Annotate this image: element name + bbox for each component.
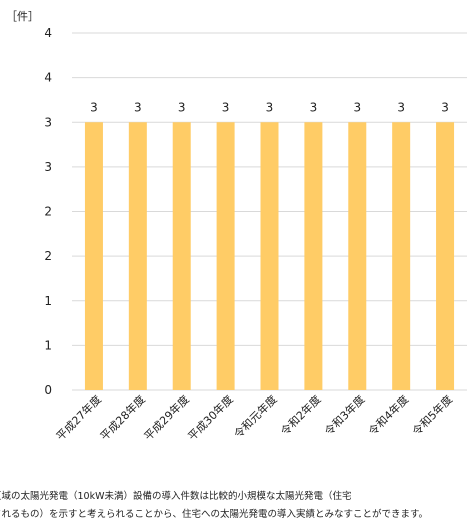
x-tick-label-2: 平成29年度: [141, 392, 192, 443]
data-labels: 3 3 3 3 3 3 3 3 3: [90, 100, 449, 114]
footnote-line-2: されるもの）を示すと考えられることから、住宅への太陽光発電の導入実績とみなすこと…: [0, 509, 429, 520]
bars: [84, 122, 455, 390]
data-label-3: 3: [222, 100, 230, 114]
footnote-line-1: 区域の太陽光発電（10kW未満）設備の導入件数は比較的小規模な太陽光発電（住宅: [0, 491, 352, 502]
bar-8: [436, 122, 455, 390]
bar-6: [348, 122, 367, 390]
bar-0: [84, 122, 103, 390]
y-tick-label-1: 1: [44, 338, 52, 352]
x-tick-label-7: 令和4年度: [365, 392, 411, 438]
data-label-4: 3: [266, 100, 274, 114]
bar-7: [392, 122, 411, 390]
y-tick-label-7: 4: [44, 71, 52, 85]
y-tick-label-4: 2: [44, 205, 52, 219]
y-unit-label: ［件］: [6, 10, 39, 23]
y-tick-label-6: 3: [44, 115, 52, 129]
y-tick-label-3: 2: [44, 249, 52, 263]
x-tick-label-6: 令和3年度: [321, 392, 367, 438]
bar-4: [260, 122, 279, 390]
data-label-8: 3: [441, 100, 449, 114]
bar-2: [172, 122, 191, 390]
x-tick-label-3: 平成30年度: [185, 392, 236, 443]
bar-chart: ［件］ 0 1 1 2 2 3 3 4 4 3 3 3 3 3 3 3 3 3 平成27年度平成28年度平成29…: [6, 10, 467, 443]
bar-5: [304, 122, 323, 390]
x-axis: 平成27年度平成28年度平成29年度平成30年度令和元年度令和2年度令和3年度令…: [53, 392, 455, 443]
bar-1: [128, 122, 147, 390]
y-tick-label-5: 3: [44, 160, 52, 174]
x-tick-label-0: 平成27年度: [53, 392, 104, 443]
x-tick-label-5: 令和2年度: [278, 392, 324, 438]
data-label-7: 3: [397, 100, 405, 114]
y-tick-label-8: 4: [44, 26, 52, 40]
data-label-0: 3: [90, 100, 98, 114]
data-label-6: 3: [353, 100, 361, 114]
y-tick-label-0: 0: [44, 383, 52, 397]
y-axis: 0 1 1 2 2 3 3 4 4: [44, 26, 52, 397]
bar-3: [216, 122, 235, 390]
x-tick-label-8: 令和5年度: [409, 392, 455, 438]
data-label-2: 3: [178, 100, 186, 114]
data-label-1: 3: [134, 100, 142, 114]
y-tick-label-2: 1: [44, 294, 52, 308]
x-tick-label-4: 令和元年度: [231, 392, 280, 441]
x-tick-label-1: 平成28年度: [97, 392, 148, 443]
data-label-5: 3: [310, 100, 318, 114]
